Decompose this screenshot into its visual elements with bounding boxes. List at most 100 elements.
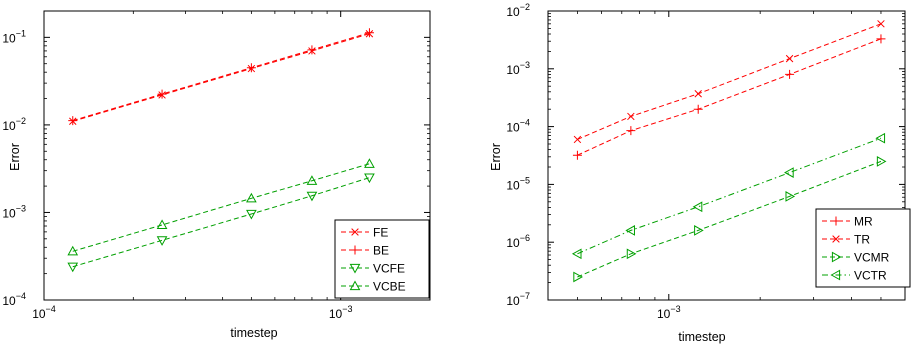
data-point [67, 245, 79, 256]
series-line [72, 32, 370, 122]
x-axis-title: timestep [678, 330, 725, 344]
data-point [364, 28, 374, 38]
series-be [68, 28, 374, 126]
legend-item-fe: FE [341, 226, 388, 240]
legend-item-vctr: VCTR [822, 269, 887, 283]
data-point [156, 219, 168, 230]
y-tick-label: 10−1 [2, 28, 26, 45]
data-point [877, 20, 885, 28]
y-tick-label: 10−6 [506, 233, 530, 250]
y-tick-label: 10−3 [506, 60, 530, 77]
y-tick-label: 10−4 [2, 291, 26, 308]
ticks: 10−4 10−3 10−4 10−3 10−2 10−1 [2, 11, 430, 321]
y-tick-label: 10−3 [2, 203, 26, 220]
data-point [692, 201, 703, 213]
legend-item-vcfe: VCFE [341, 262, 405, 276]
right-chart: 10−3 10−7 10−6 10−5 10−4 10−3 10−2 timestep Erro… [489, 2, 911, 344]
data-point [68, 116, 78, 126]
axes-frame [547, 10, 906, 301]
data-point [626, 126, 636, 136]
legend-marker [351, 228, 359, 236]
legend-label: BE [373, 244, 389, 258]
x-tick-label: 10−4 [32, 304, 56, 321]
data-point [784, 167, 794, 178]
y-tick-label: 10−5 [506, 175, 530, 192]
series-vcbe [67, 158, 375, 256]
data-point [785, 191, 796, 202]
legend-marker [831, 251, 842, 263]
y-tick-label: 10−2 [506, 2, 530, 19]
series-line [577, 23, 882, 140]
data-point [875, 132, 886, 144]
legend-item-mr: MR [822, 215, 873, 229]
legend-label: FE [373, 226, 388, 240]
x-tick-label: 10−3 [657, 304, 681, 321]
data-point [307, 45, 317, 55]
data-point [625, 225, 635, 236]
legend-marker [349, 280, 361, 291]
legend-item-vcmr: VCMR [822, 251, 890, 265]
legend: FE BE VCFE VCBE [334, 219, 430, 299]
data-point [626, 248, 637, 260]
legend-marker [832, 235, 840, 243]
data-point [306, 191, 318, 202]
legend-item-tr: TR [822, 233, 870, 247]
left-chart: 10−4 10−3 10−4 10−3 10−2 10−1 timestep Error FE B… [2, 10, 431, 340]
legend-label: MR [854, 215, 873, 229]
series-line [577, 137, 882, 255]
legend-box [815, 208, 911, 288]
series-vcmr [573, 156, 887, 283]
x-axis-title: timestep [230, 326, 277, 340]
data-point [693, 104, 703, 114]
data-point [364, 158, 375, 168]
legend-label: VCBE [373, 280, 406, 294]
series-line [72, 33, 370, 122]
y-tick-label: 10−4 [506, 118, 530, 135]
legend-item-be: BE [341, 244, 389, 258]
series-line [577, 38, 882, 156]
axes-frame [43, 10, 431, 301]
legend-label: VCTR [854, 269, 887, 283]
data-point [694, 90, 702, 98]
y-axis-title: Error [489, 143, 503, 171]
series-vcfe [67, 173, 375, 273]
data-point [785, 54, 794, 63]
legend-item-vcbe: VCBE [341, 280, 406, 294]
data-point [785, 69, 795, 79]
series-line [577, 160, 882, 278]
legend: MR TR VCMR VCTR [815, 208, 911, 288]
legend-marker [830, 269, 841, 281]
data-point [156, 236, 168, 246]
legend-label: VCFE [373, 262, 405, 276]
y-axis-title: Error [8, 143, 22, 171]
data-point [876, 34, 886, 44]
legend-marker [349, 263, 361, 274]
data-point [627, 112, 635, 121]
legend-box [334, 219, 430, 299]
series-line [72, 163, 370, 252]
data-point [571, 248, 582, 260]
y-tick-label: 10−2 [2, 116, 26, 133]
data-point [306, 175, 318, 185]
series-line [72, 177, 370, 268]
series-mr [572, 34, 886, 160]
data-point [246, 192, 257, 203]
data-point [876, 156, 887, 167]
x-tick-label: 10−3 [329, 304, 353, 321]
data-point [573, 271, 583, 283]
legend-label: VCMR [854, 251, 890, 265]
data-point [246, 63, 256, 73]
y-tick-label: 10−7 [506, 291, 530, 308]
series-vctr [571, 132, 886, 260]
series-fe [69, 30, 374, 126]
series-tr [573, 20, 885, 144]
data-point [573, 135, 582, 144]
data-point [157, 89, 167, 99]
data-point [572, 150, 582, 160]
data-point [694, 225, 704, 236]
data-point [364, 173, 375, 184]
data-point [67, 262, 79, 273]
legend-label: TR [854, 233, 870, 247]
legend-marker [831, 216, 841, 226]
